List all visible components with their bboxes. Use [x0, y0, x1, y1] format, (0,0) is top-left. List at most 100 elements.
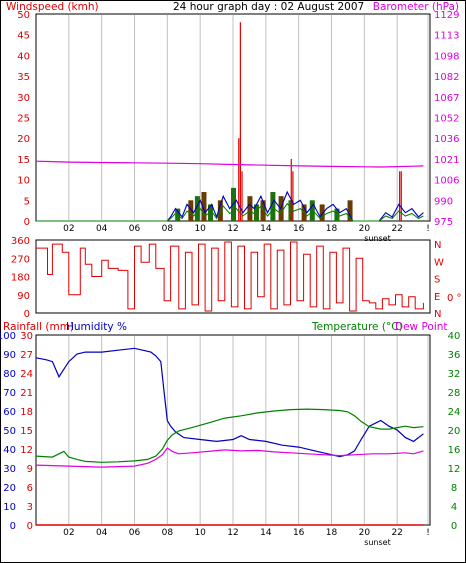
windspeed-tick: 30 [17, 93, 30, 104]
barometer-tick: 1036 [434, 134, 459, 145]
dewpoint-axis-label: Dew Point [395, 321, 448, 333]
wind-bar [319, 204, 325, 221]
rainfall-tick: 3 [27, 502, 33, 513]
windspeed-tick: 50 [17, 10, 30, 21]
barometer-tick: 1006 [434, 176, 459, 187]
compass-label: N [434, 240, 441, 251]
temperature-line [35, 408, 424, 463]
windspeed-tick: 40 [17, 51, 30, 62]
humidity-tick: 10 [3, 502, 16, 513]
windspeed-tick: 0 [24, 217, 30, 228]
barometer-tick: 1098 [434, 51, 459, 62]
barometer-axis-label: Barometer (hPa) [373, 1, 459, 13]
graph-title: 24 hour graph day : 02 August 2007 [173, 1, 364, 13]
chart-marks [35, 22, 424, 526]
x-tick-label: 22 [391, 528, 402, 538]
wind-avg-line [36, 202, 424, 222]
humidity-tick: 90 [3, 350, 16, 361]
x-tick-label: 06 [129, 528, 141, 538]
temperature-axis-label: Temperature (°C) [311, 321, 403, 333]
x-tick-label: 18 [326, 528, 338, 538]
x-tick-label: 20 [359, 528, 371, 538]
windspeed-tick: 25 [17, 114, 30, 125]
humidity-tick: 80 [3, 369, 16, 380]
compass-label: N [434, 309, 441, 320]
rainfall-tick: 9 [27, 464, 33, 475]
x-tick-label: 12 [227, 224, 238, 234]
rainfall-tick: 6 [27, 483, 33, 494]
humidity-tick: 40 [3, 445, 16, 456]
sunset-label: sunset [364, 234, 391, 243]
barometer-tick: 975 [434, 217, 453, 228]
direction-tick: 180 [11, 273, 30, 284]
wind-bar [253, 204, 259, 221]
barometer-tick: 1113 [434, 31, 459, 42]
wind-bar [309, 200, 315, 221]
x-tick-label: ! [426, 528, 430, 538]
wind-bar [260, 200, 266, 221]
temperature-tick: 40 [448, 331, 461, 342]
direction-tick: 90 [17, 291, 30, 302]
rainfall-tick: 27 [20, 350, 33, 361]
wind-bar [201, 192, 207, 221]
temperature-tick: 8 [451, 483, 457, 494]
barometer-tick: 1082 [434, 72, 459, 83]
humidity-tick: 0 [10, 521, 16, 532]
humidity-tick: 20 [3, 483, 16, 494]
x-tick-label: 16 [293, 528, 305, 538]
x-tick-label: 10 [194, 528, 206, 538]
barometer-line [35, 160, 424, 168]
windspeed-tick: 10 [17, 176, 30, 187]
x-tick-label: 04 [96, 528, 108, 538]
rainfall-tick: 0 [27, 521, 33, 532]
wind-bar [188, 200, 194, 221]
temperature-tick: 28 [448, 388, 461, 399]
x-tick-label: 12 [227, 528, 238, 538]
rainfall-tick: 24 [20, 369, 33, 380]
x-tick-label: 04 [96, 224, 108, 234]
rainfall-axis-label: Rainfall (mm) [3, 321, 74, 333]
barometer-tick: 1021 [434, 155, 459, 166]
compass-label: E [434, 292, 440, 303]
x-tick-label: 14 [260, 224, 272, 234]
rainfall-tick: 12 [20, 445, 33, 456]
barometer-tick: 1052 [434, 114, 459, 125]
sunset-label: sunset [364, 538, 391, 547]
windspeed-tick: 35 [17, 72, 30, 83]
dewpoint-line [35, 447, 424, 468]
temperature-tick: 0 [451, 521, 457, 532]
compass-label: S [434, 275, 440, 286]
windspeed-tick: 45 [17, 31, 30, 42]
x-tick-label: 06 [129, 224, 141, 234]
humidity-line [35, 347, 424, 458]
x-tick-label: 08 [162, 528, 174, 538]
windspeed-axis-label: Windspeed (kmh) [6, 1, 99, 13]
temperature-tick: 4 [451, 502, 457, 513]
humidity-tick: 60 [3, 407, 16, 418]
direction-tick: 360 [11, 236, 30, 247]
wind-bar [247, 196, 253, 221]
x-tick-label: ! [426, 224, 430, 234]
x-tick-label: 02 [63, 528, 74, 538]
humidity-tick: 50 [3, 426, 16, 437]
windspeed-tick: 5 [24, 196, 30, 207]
x-tick-label: 02 [63, 224, 74, 234]
temperature-tick: 32 [448, 369, 461, 380]
rainfall-tick: 18 [20, 407, 33, 418]
direction-tick: 270 [11, 254, 30, 265]
wind-bar [270, 192, 276, 221]
humidity-axis-label: Humidity % [66, 321, 127, 333]
rainfall-tick: 15 [20, 426, 33, 437]
barometer-tick: 1129 [434, 10, 459, 21]
x-tick-label: 18 [326, 224, 338, 234]
rainfall-tick: 21 [20, 388, 33, 399]
temperature-tick: 36 [448, 350, 461, 361]
calm-label: 0 ° [447, 293, 462, 304]
x-tick-label: 22 [391, 224, 402, 234]
humidity-tick: 70 [3, 388, 16, 399]
x-tick-label: 20 [359, 224, 371, 234]
x-tick-label: 16 [293, 224, 305, 234]
